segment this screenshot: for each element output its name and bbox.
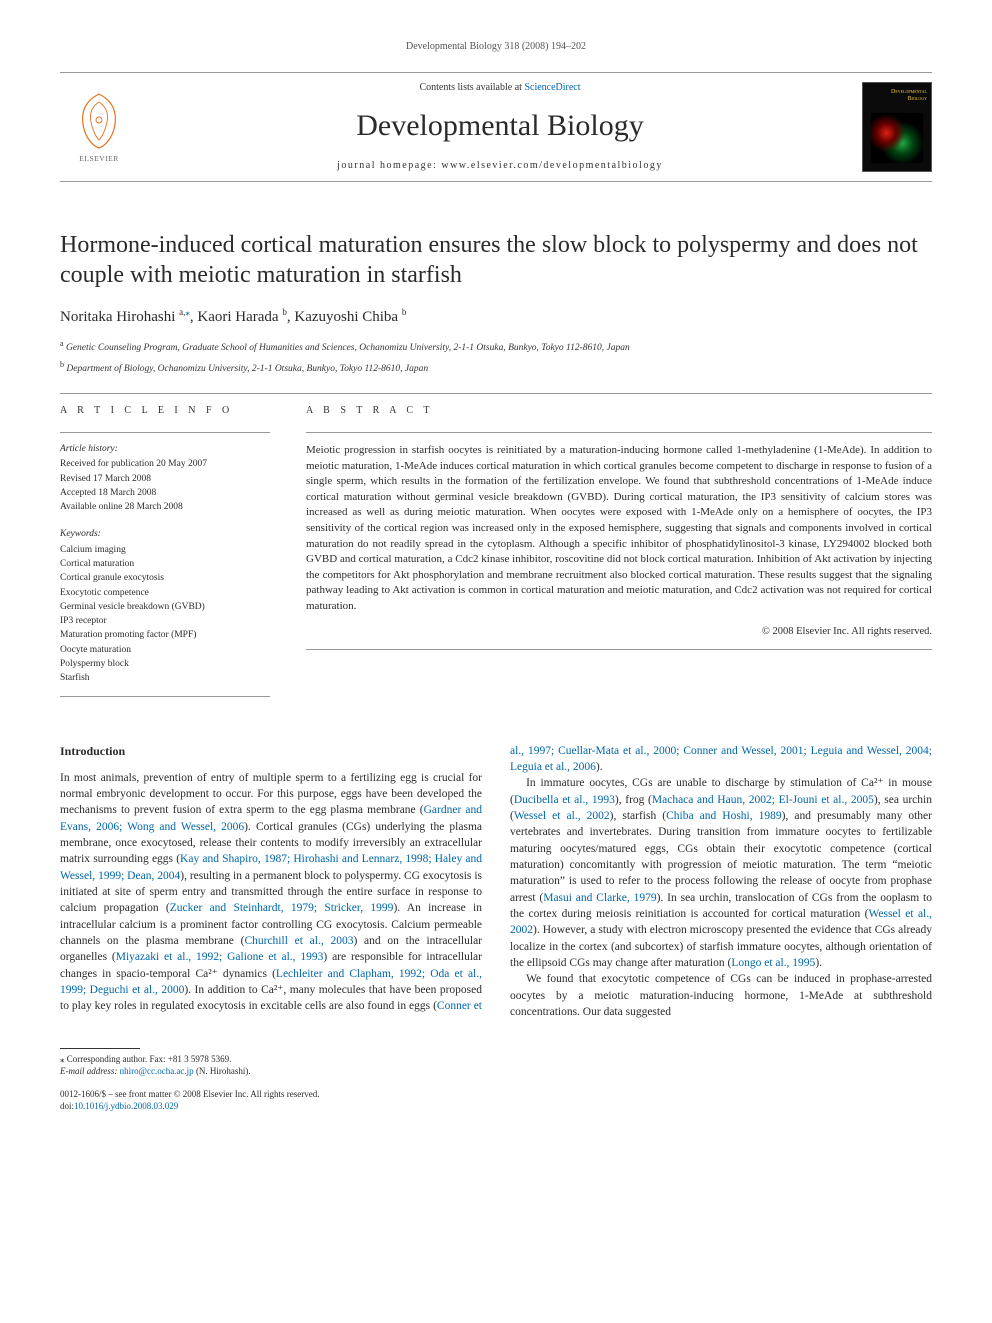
body-text: ), and presumably many other vertebrates… (510, 810, 932, 904)
doi-link[interactable]: 10.1016/j.ydbio.2008.03.029 (74, 1101, 178, 1111)
journal-masthead: ELSEVIER Contents lists available at Sci… (60, 72, 932, 182)
keyword: Germinal vesicle breakdown (GVBD) (60, 601, 270, 614)
abstract-text: Meiotic progression in starfish oocytes … (306, 443, 932, 615)
body-text: ). (815, 957, 822, 969)
publisher-name: ELSEVIER (79, 154, 118, 165)
section-rule (60, 393, 932, 394)
running-header: Developmental Biology 318 (2008) 194–202 (60, 40, 932, 54)
introduction-heading: Introduction (60, 743, 482, 760)
journal-cover-thumbnail: Developmental Biology (862, 82, 932, 172)
footnote-rule (60, 1048, 140, 1049)
doi-line: doi:10.1016/j.ydbio.2008.03.029 (60, 1100, 932, 1112)
keyword: Starfish (60, 672, 270, 685)
homepage-prefix: journal homepage: (337, 160, 441, 171)
history-line: Accepted 18 March 2008 (60, 487, 270, 500)
contents-prefix: Contents lists available at (419, 82, 524, 93)
doi-label: doi: (60, 1101, 74, 1111)
history-line: Available online 28 March 2008 (60, 501, 270, 514)
body-text: We found that exocytotic competence of C… (510, 973, 932, 1018)
keyword: Polyspermy block (60, 658, 270, 671)
info-divider-bottom (60, 696, 270, 697)
body-text: In most animals, prevention of entry of … (60, 772, 482, 817)
issn-doi-block: 0012-1606/$ – see front matter © 2008 El… (60, 1088, 932, 1112)
history-line: Received for publication 20 May 2007 (60, 458, 270, 471)
affiliation: a Genetic Counseling Program, Graduate S… (60, 338, 932, 355)
affiliation: b Department of Biology, Ochanomizu Univ… (60, 359, 932, 376)
info-divider (60, 432, 270, 433)
corresponding-author-note: ⁎ Corresponding author. Fax: +81 3 5978 … (60, 1053, 932, 1065)
keyword: Cortical maturation (60, 558, 270, 571)
issn-line: 0012-1606/$ – see front matter © 2008 El… (60, 1088, 932, 1100)
body-text: ). (596, 761, 603, 773)
keywords-label: Keywords: (60, 528, 270, 541)
abstract-divider (306, 432, 932, 433)
homepage-url: www.elsevier.com/developmentalbiology (441, 160, 662, 171)
body-text: ), starfish ( (610, 810, 666, 822)
cover-title-line1: Developmental (891, 89, 927, 95)
keyword: Exocytotic competence (60, 587, 270, 600)
page-footer: ⁎ Corresponding author. Fax: +81 3 5978 … (60, 1048, 932, 1112)
masthead-center: Contents lists available at ScienceDirec… (148, 81, 852, 173)
history-line: Revised 17 March 2008 (60, 473, 270, 486)
citation-link[interactable]: Masui and Clarke, 1979 (543, 892, 656, 904)
email-line: E-mail address: nhiro@cc.ocha.ac.jp (N. … (60, 1065, 932, 1077)
body-text: ). However, a study with electron micros… (510, 924, 932, 969)
cover-art (871, 113, 923, 163)
article-history-label: Article history: (60, 443, 270, 456)
email-label: E-mail address: (60, 1066, 117, 1076)
authors: Noritaka Hirohashi a,⁎, Kaori Harada b, … (60, 306, 932, 328)
citation-link[interactable]: Wessel et al., 2002 (514, 810, 610, 822)
cover-title: Developmental Biology (891, 89, 927, 102)
citation-link[interactable]: Miyazaki et al., 1992; Galione et al., 1… (116, 951, 324, 963)
email-person: (N. Hirohashi). (196, 1066, 251, 1076)
keyword: Cortical granule exocytosis (60, 572, 270, 585)
citation-link[interactable]: Longo et al., 1995 (731, 957, 815, 969)
body-paragraph: We found that exocytotic competence of C… (510, 971, 932, 1020)
body-paragraph: In immature oocytes, CGs are unable to d… (510, 775, 932, 971)
keyword: Calcium imaging (60, 544, 270, 557)
abstract-heading: A B S T R A C T (306, 404, 932, 418)
citation-link[interactable]: Chiba and Hoshi, 1989 (666, 810, 782, 822)
citation-link[interactable]: Churchill et al., 2003 (244, 935, 353, 947)
abstract-copyright: © 2008 Elsevier Inc. All rights reserved… (306, 625, 932, 640)
citation-link[interactable]: Zucker and Steinhardt, 1979; Stricker, 1… (170, 902, 394, 914)
elsevier-logo: ELSEVIER (60, 83, 138, 171)
abstract-column: A B S T R A C T Meiotic progression in s… (306, 404, 932, 707)
corr-text: ⁎ Corresponding author. Fax: +81 3 5978 … (60, 1054, 231, 1064)
info-abstract-row: A R T I C L E I N F O Article history: R… (60, 404, 932, 707)
keyword: IP3 receptor (60, 615, 270, 628)
journal-name: Developmental Biology (148, 105, 852, 147)
article-info-column: A R T I C L E I N F O Article history: R… (60, 404, 270, 707)
citation-link[interactable]: Machaca and Haun, 2002; El-Jouni et al.,… (652, 794, 874, 806)
article-header: Hormone-induced cortical maturation ensu… (60, 230, 932, 377)
sciencedirect-link[interactable]: ScienceDirect (524, 82, 580, 93)
article-title: Hormone-induced cortical maturation ensu… (60, 230, 932, 290)
email-link[interactable]: nhiro@cc.ocha.ac.jp (120, 1066, 194, 1076)
abstract-divider-bottom (306, 649, 932, 650)
journal-homepage-line: journal homepage: www.elsevier.com/devel… (148, 159, 852, 173)
citation-link[interactable]: Ducibella et al., 1993 (514, 794, 615, 806)
article-info-heading: A R T I C L E I N F O (60, 404, 270, 418)
body-text: ), frog ( (615, 794, 652, 806)
article-body: Introduction In most animals, prevention… (60, 743, 932, 1021)
keyword: Oocyte maturation (60, 644, 270, 657)
cover-title-line2: Biology (908, 96, 927, 102)
contents-lists-line: Contents lists available at ScienceDirec… (148, 81, 852, 95)
keyword: Maturation promoting factor (MPF) (60, 629, 270, 642)
